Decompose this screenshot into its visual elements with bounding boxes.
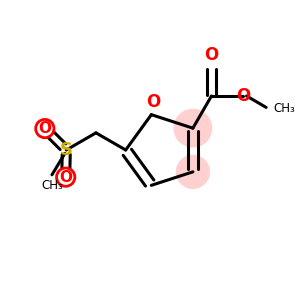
Text: O: O [38,121,51,136]
Text: CH₃: CH₃ [41,179,63,192]
Text: S: S [60,141,73,159]
Text: O: O [204,46,219,64]
Circle shape [173,109,212,148]
Text: O: O [236,87,250,105]
Circle shape [36,119,54,138]
Text: CH₃: CH₃ [273,102,295,115]
Text: O: O [146,93,160,111]
Circle shape [176,155,210,189]
Text: O: O [59,170,72,185]
Circle shape [57,168,75,186]
